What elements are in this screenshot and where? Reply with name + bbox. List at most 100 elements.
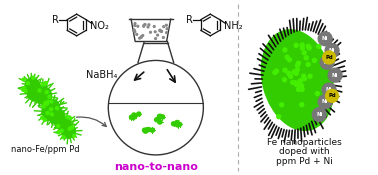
Text: doped with: doped with [279,148,330,156]
Circle shape [57,116,71,130]
Circle shape [296,61,301,65]
Circle shape [177,122,180,126]
Circle shape [57,125,60,127]
Circle shape [150,128,154,132]
Circle shape [133,30,135,32]
Circle shape [296,63,299,67]
Circle shape [273,71,277,75]
Circle shape [175,123,180,127]
Text: Ni: Ni [322,99,328,104]
Circle shape [280,103,284,107]
Circle shape [136,34,138,35]
Text: R: R [186,15,192,25]
Circle shape [124,121,133,130]
Circle shape [27,84,44,101]
Text: Ni: Ni [329,48,335,53]
Circle shape [178,122,181,126]
Text: Ni: Ni [324,60,330,65]
Circle shape [308,74,312,78]
Circle shape [145,128,149,132]
Text: R: R [52,15,59,25]
Circle shape [300,103,304,107]
Circle shape [44,99,59,114]
Circle shape [60,129,63,132]
Circle shape [300,84,304,88]
Circle shape [301,46,304,50]
Circle shape [142,35,144,36]
Circle shape [48,108,64,123]
Circle shape [23,87,26,90]
Circle shape [323,51,336,64]
Circle shape [22,88,25,91]
Circle shape [306,62,310,66]
Circle shape [43,118,46,121]
Circle shape [163,37,164,38]
Circle shape [145,129,151,135]
Circle shape [283,68,287,72]
Text: Ni: Ni [326,88,332,92]
Circle shape [328,68,342,82]
Circle shape [294,83,299,87]
Circle shape [62,136,65,139]
Circle shape [282,78,287,82]
Circle shape [304,56,308,60]
Circle shape [322,83,336,97]
Text: Ni: Ni [322,36,328,41]
Text: ppm Pd + Ni: ppm Pd + Ni [276,157,333,166]
Text: nano-to-nano: nano-to-nano [114,162,198,172]
Circle shape [48,95,51,98]
Circle shape [50,113,53,116]
Text: NaBH₄: NaBH₄ [86,70,117,80]
Circle shape [297,88,301,91]
Circle shape [317,44,321,48]
Circle shape [306,44,310,48]
Circle shape [161,30,162,32]
Circle shape [144,129,147,133]
Circle shape [56,107,59,110]
Circle shape [147,26,149,28]
Text: NO₂: NO₂ [90,22,109,32]
Circle shape [287,58,291,62]
Circle shape [312,108,326,121]
Circle shape [134,25,136,26]
Text: Ni: Ni [332,73,338,78]
Circle shape [159,29,161,31]
Circle shape [137,25,139,27]
Circle shape [57,131,60,134]
Circle shape [46,100,50,103]
Circle shape [157,34,158,36]
Circle shape [315,92,319,96]
Circle shape [307,46,311,50]
Circle shape [42,104,59,120]
Circle shape [139,37,141,39]
Circle shape [153,26,155,27]
Circle shape [135,134,141,141]
Circle shape [41,116,44,119]
Circle shape [41,83,44,86]
Circle shape [32,76,35,79]
Circle shape [73,134,76,137]
Circle shape [318,95,332,109]
Circle shape [162,131,170,139]
Circle shape [320,55,334,69]
Circle shape [25,78,39,91]
Circle shape [34,87,51,104]
Circle shape [45,91,48,94]
Circle shape [291,80,295,84]
Circle shape [133,114,137,118]
Circle shape [163,26,164,27]
Circle shape [134,23,136,24]
FancyArrowPatch shape [76,117,106,127]
Circle shape [45,102,48,105]
Circle shape [45,102,48,105]
Circle shape [132,113,136,117]
Circle shape [69,117,72,120]
Circle shape [38,89,41,92]
Circle shape [24,89,27,92]
Circle shape [133,29,135,31]
Circle shape [141,36,143,37]
Circle shape [287,71,291,75]
Circle shape [22,78,25,81]
Circle shape [294,43,298,47]
Circle shape [62,125,76,138]
